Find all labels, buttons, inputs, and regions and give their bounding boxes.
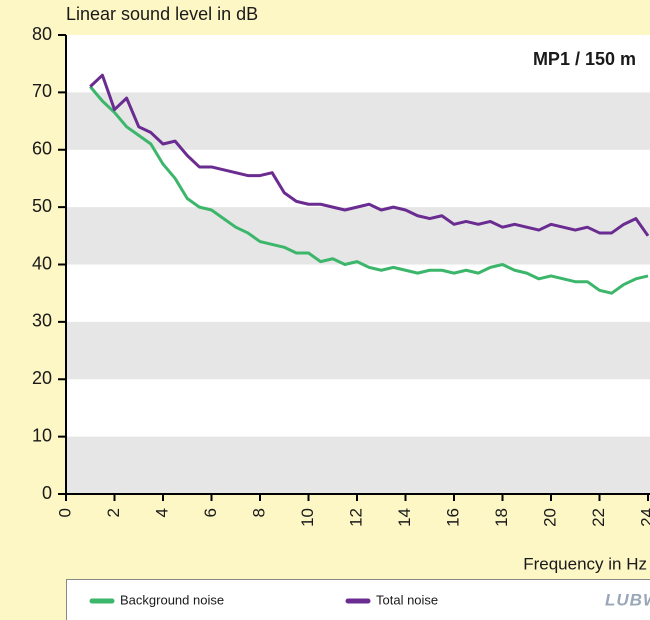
x-tick-label: 4 — [152, 508, 171, 517]
x-tick-label: 18 — [492, 508, 511, 527]
y-tick-label: 30 — [32, 311, 52, 331]
grid-band — [66, 92, 650, 150]
x-tick-label: 16 — [443, 508, 462, 527]
y-tick-label: 20 — [32, 368, 52, 388]
x-tick-label: 6 — [201, 508, 220, 517]
grid-band — [66, 321, 650, 380]
chart-title: Linear sound level in dB — [66, 4, 258, 24]
y-tick-label: 80 — [32, 24, 52, 44]
x-tick-label: 22 — [589, 508, 608, 527]
y-tick-label: 0 — [42, 483, 52, 503]
y-tick-label: 60 — [32, 139, 52, 159]
series-line — [89, 73, 650, 237]
logo: LUBW — [605, 590, 650, 609]
x-tick-label: 10 — [298, 508, 317, 527]
series-line — [89, 85, 649, 295]
y-tick-label: 70 — [32, 81, 52, 101]
annotation: MP1 / 150 m — [533, 49, 636, 69]
grid-band — [66, 207, 650, 265]
x-tick-label: 12 — [346, 508, 365, 527]
y-tick-label: 40 — [32, 253, 52, 273]
legend-label: Background noise — [120, 592, 224, 607]
y-tick-label: 10 — [32, 425, 52, 445]
x-tick-label: 14 — [395, 508, 414, 527]
x-tick-label: 0 — [55, 508, 74, 517]
x-axis-label: Frequency in Hz — [523, 554, 647, 573]
x-tick-label: 2 — [104, 508, 123, 517]
y-tick-label: 50 — [32, 196, 52, 216]
x-tick-label: 8 — [249, 508, 268, 517]
x-tick-label: 20 — [540, 508, 559, 527]
x-tick-label: 24 — [637, 508, 650, 527]
grid-band — [66, 436, 650, 494]
legend-label: Total noise — [376, 592, 438, 607]
